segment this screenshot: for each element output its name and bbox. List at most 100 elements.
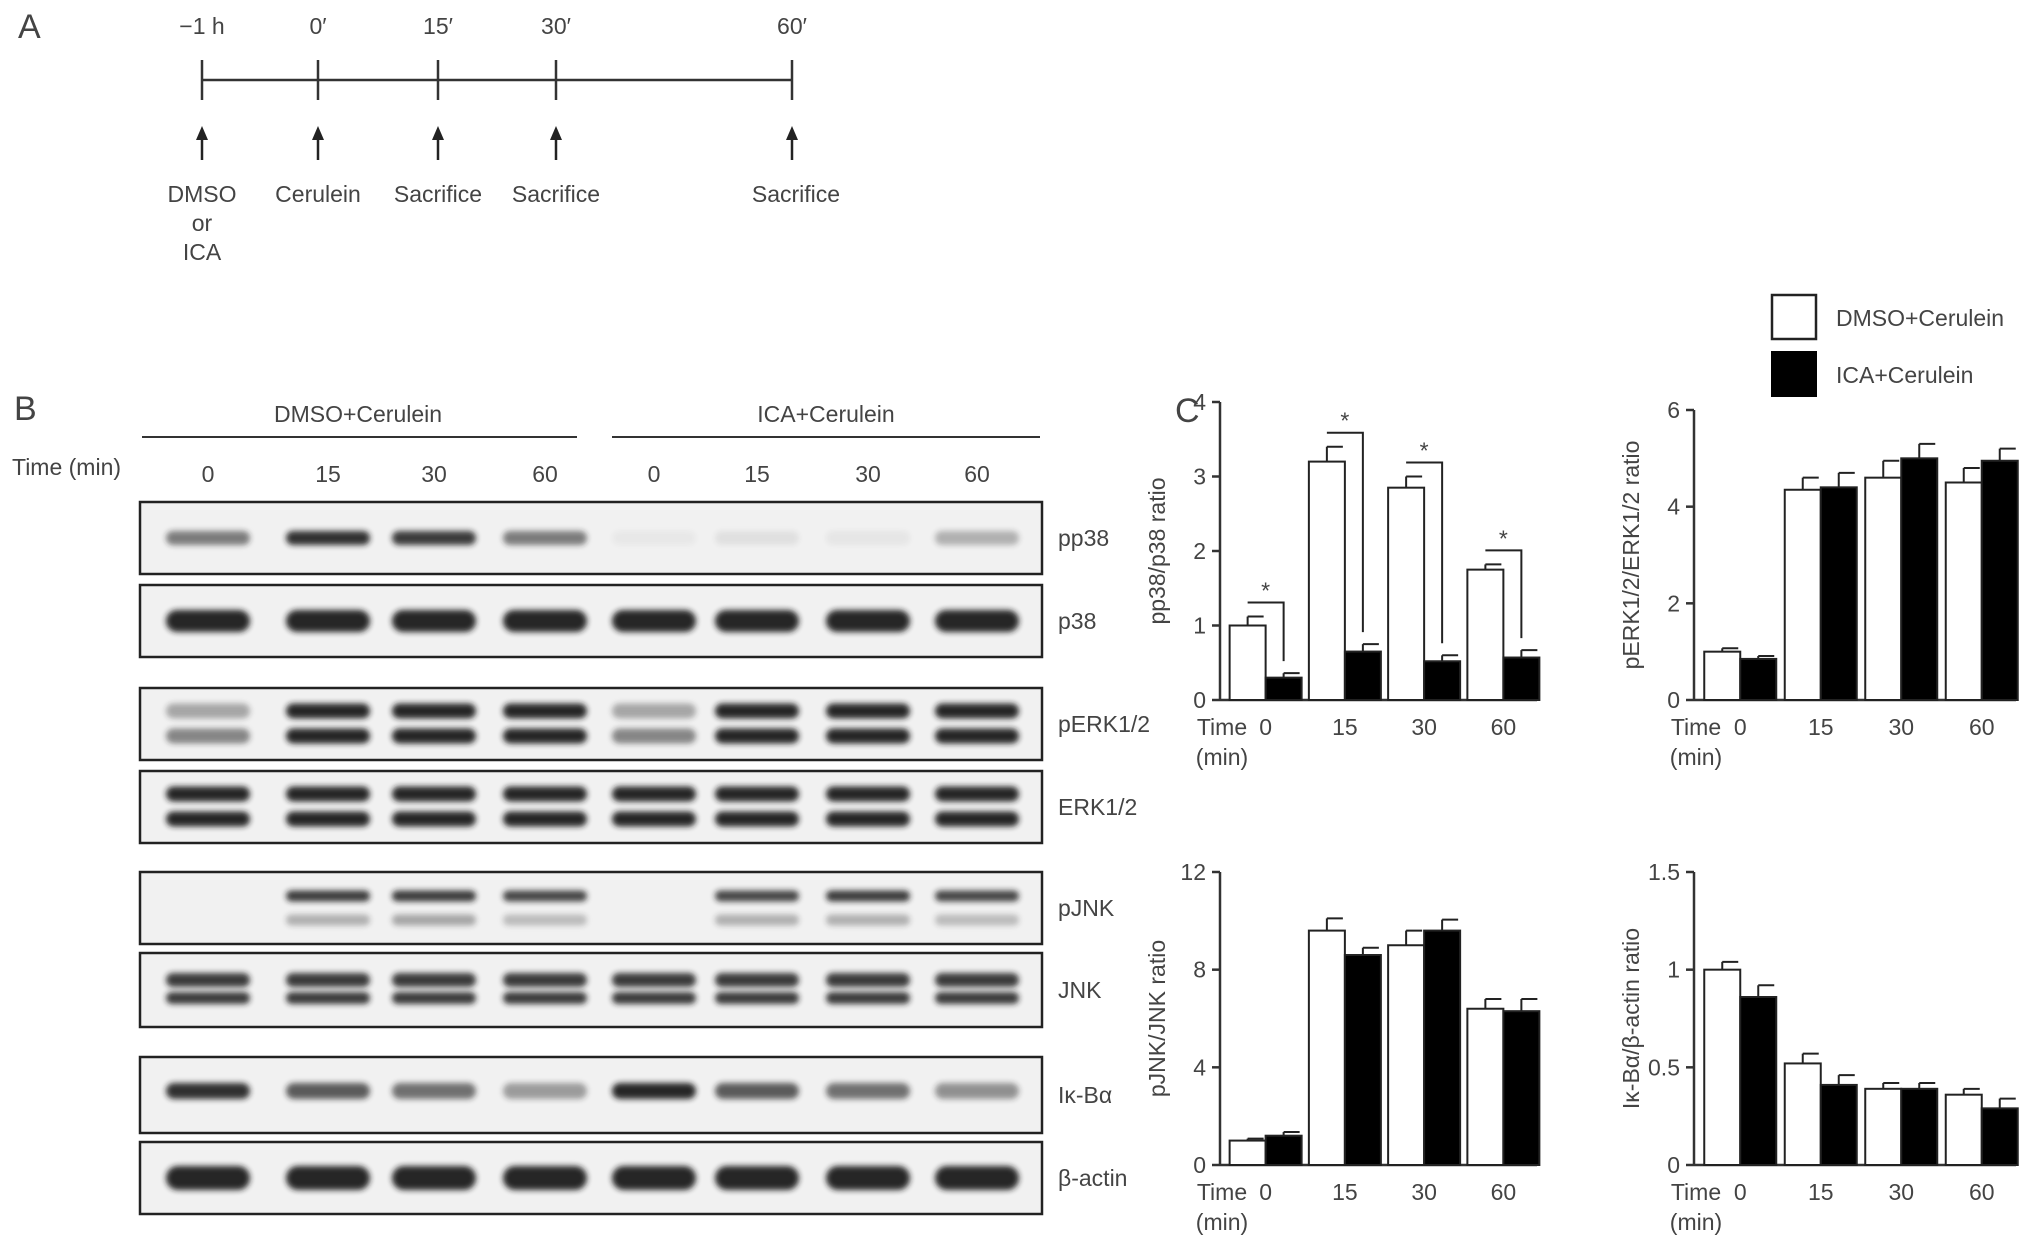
blot-pjnk: pJNK — [138, 870, 1115, 946]
y-tick-label: 1 — [1193, 613, 1206, 639]
bar-dmso — [1307, 929, 1346, 1166]
group-label-dmso: DMSO+Cerulein — [274, 401, 442, 427]
blot-band — [503, 914, 587, 926]
blot-pp38: pp38 — [138, 500, 1109, 576]
blot-band — [392, 1083, 476, 1099]
bar-ica — [1739, 996, 1778, 1166]
x-tick-label: 60 — [1969, 1179, 1995, 1205]
blot-band — [392, 786, 476, 802]
y-tick-label: 0 — [1193, 1152, 1206, 1178]
blot-band — [715, 703, 799, 719]
blot-band — [286, 1083, 370, 1099]
blot-band — [826, 610, 910, 632]
blot-band — [286, 811, 370, 827]
significance-bracket — [1485, 549, 1523, 639]
blot-band — [286, 531, 370, 545]
bar-ica — [1819, 486, 1858, 702]
blot-band — [503, 728, 587, 744]
x-tick-label: 60 — [1491, 714, 1517, 740]
blot-band — [826, 728, 910, 744]
arrow-up-icon — [550, 126, 562, 140]
timeline-event-label: Sacrifice — [512, 181, 600, 207]
blot-band — [392, 992, 476, 1004]
blot-label: β-actin — [1058, 1165, 1127, 1191]
blot-band — [826, 1166, 910, 1190]
x-axis-title-unit: (min) — [1196, 1209, 1248, 1235]
panel-b-letter: B — [14, 390, 37, 428]
blot-label: pp38 — [1058, 525, 1109, 551]
bar-dmso — [1307, 460, 1346, 701]
blot-band — [286, 728, 370, 744]
blot-ikb: Iκ-Bα — [138, 1055, 1112, 1135]
blot-band — [826, 531, 910, 545]
bar-ica — [1343, 650, 1382, 702]
blot-band — [715, 890, 799, 902]
blot-band — [612, 992, 696, 1004]
panel-c-letter: C — [1175, 392, 1200, 430]
x-axis-title-unit: (min) — [1196, 744, 1248, 770]
blot-frame — [138, 870, 1044, 946]
lane-time-label: 0 — [648, 461, 661, 487]
legend-label-dmso: DMSO+Cerulein — [1836, 305, 2004, 331]
timeline-event-label: DMSO — [168, 181, 237, 207]
bar-ica — [1343, 954, 1382, 1166]
blot-band — [392, 811, 476, 827]
y-tick-label: 6 — [1667, 397, 1680, 423]
blot-band — [935, 992, 1019, 1004]
x-tick-label: 15 — [1332, 714, 1358, 740]
blot-band — [935, 531, 1019, 545]
blot-band — [166, 992, 250, 1004]
y-tick-label: 2 — [1667, 590, 1680, 616]
bar-ica — [1900, 1087, 1939, 1166]
blot-erk: ERK1/2 — [138, 769, 1137, 845]
blot-band — [715, 728, 799, 744]
blot-band — [503, 890, 587, 902]
blot-band — [935, 786, 1019, 802]
time-label: Time (min) — [12, 454, 121, 480]
blot-band — [503, 1083, 587, 1099]
bar-dmso — [1864, 1087, 1903, 1166]
blot-band — [392, 914, 476, 926]
lane-time-label: 30 — [855, 461, 881, 487]
panel-b: B DMSO+Cerulein ICA+Cerulein Time (min) … — [12, 390, 1150, 1216]
bar-ica — [1819, 1083, 1858, 1166]
lane-time-label: 15 — [315, 461, 341, 487]
blot-band — [166, 811, 250, 827]
panel-a: A −1 h DMSO or ICA 0′ Cerulein 15′ Sacrifice 30′… — [18, 8, 840, 265]
blot-band — [503, 973, 587, 987]
timeline-time-label: 30′ — [541, 13, 571, 39]
arrow-up-icon — [786, 126, 798, 140]
blot-frame — [138, 686, 1044, 762]
blot-band — [935, 890, 1019, 902]
bar-dmso — [1466, 1007, 1505, 1166]
chart-2: 0 2 4 6 pERK1/2/ERK1/2 ratio 0 15 30 60 Time (min) — [1618, 397, 2019, 770]
significance-marker: * — [1499, 525, 1508, 551]
lane-time-label: 60 — [532, 461, 558, 487]
chart-3: 0 4 8 12 pJNK/JNK ratio 0 15 30 60 Time (min) — [1144, 859, 1541, 1235]
timeline-time-label: −1 h — [179, 13, 224, 39]
blot-band — [826, 914, 910, 926]
y-axis-label: pJNK/JNK ratio — [1144, 940, 1170, 1097]
timeline-event-label: Sacrifice — [752, 181, 840, 207]
y-tick-label: 2 — [1193, 538, 1206, 564]
blot-band — [392, 728, 476, 744]
blot-band — [503, 786, 587, 802]
blot-band — [286, 890, 370, 902]
lane-time-label: 60 — [964, 461, 990, 487]
blot-band — [612, 728, 696, 744]
blot-band — [392, 531, 476, 545]
blot-label: Iκ-Bα — [1058, 1082, 1112, 1108]
x-axis-title-unit: (min) — [1670, 1209, 1722, 1235]
blot-band — [715, 992, 799, 1004]
x-tick-label: 60 — [1491, 1179, 1517, 1205]
blot-band — [503, 703, 587, 719]
blot-band — [166, 703, 250, 719]
y-tick-label: 1.5 — [1648, 859, 1680, 885]
y-tick-label: 4 — [1193, 389, 1206, 415]
bar-ica — [1423, 929, 1462, 1166]
legend-swatch-ica — [1771, 351, 1817, 397]
bar-dmso — [1703, 968, 1742, 1167]
group-label-ica: ICA+Cerulein — [757, 401, 894, 427]
chart-1: 0 1 2 3 4 pp38/p38 ratio 0 * 15 * 30 * 60 * Time (min) — [1144, 389, 1541, 770]
bar-dmso — [1944, 481, 1983, 701]
